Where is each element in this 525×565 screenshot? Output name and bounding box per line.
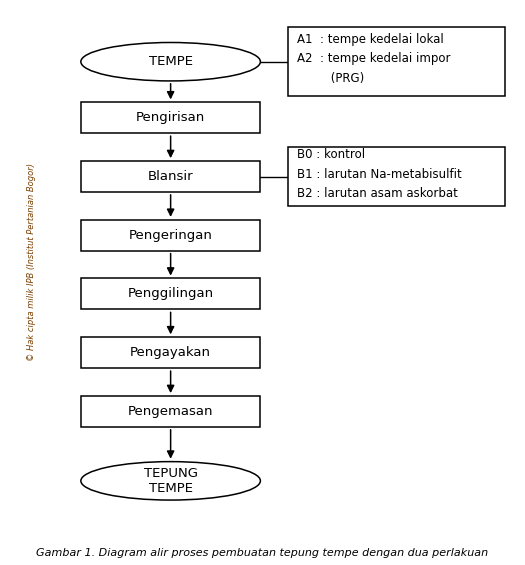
- FancyBboxPatch shape: [81, 220, 260, 251]
- Text: Penggilingan: Penggilingan: [128, 288, 214, 301]
- Text: Pengayakan: Pengayakan: [130, 346, 211, 359]
- FancyBboxPatch shape: [81, 102, 260, 133]
- Ellipse shape: [81, 42, 260, 81]
- Ellipse shape: [81, 462, 260, 500]
- Text: TEPUNG
TEMPE: TEPUNG TEMPE: [144, 467, 197, 495]
- Text: © Hak cipta milik IPB (Institut Pertanian Bogor): © Hak cipta milik IPB (Institut Pertania…: [27, 163, 36, 361]
- FancyBboxPatch shape: [81, 279, 260, 310]
- FancyBboxPatch shape: [81, 396, 260, 427]
- Text: Blansir: Blansir: [148, 170, 193, 183]
- Text: Pengemasan: Pengemasan: [128, 405, 213, 418]
- FancyBboxPatch shape: [288, 27, 505, 97]
- Text: A1  : tempe kedelai lokal
A2  : tempe kedelai impor
         (PRG): A1 : tempe kedelai lokal A2 : tempe kede…: [297, 33, 450, 85]
- Text: Pengeringan: Pengeringan: [129, 229, 213, 242]
- Text: B0 : kontrol
B1 : larutan Na-metabisulfit
B2 : larutan asam askorbat: B0 : kontrol B1 : larutan Na-metabisulfi…: [297, 149, 461, 201]
- Text: Gambar 1. Diagram alir proses pembuatan tepung tempe dengan dua perlakuan: Gambar 1. Diagram alir proses pembuatan …: [36, 548, 489, 558]
- FancyBboxPatch shape: [288, 147, 505, 206]
- Text: Pengirisan: Pengirisan: [136, 111, 205, 124]
- FancyBboxPatch shape: [81, 161, 260, 192]
- FancyBboxPatch shape: [81, 337, 260, 368]
- Text: TEMPE: TEMPE: [149, 55, 193, 68]
